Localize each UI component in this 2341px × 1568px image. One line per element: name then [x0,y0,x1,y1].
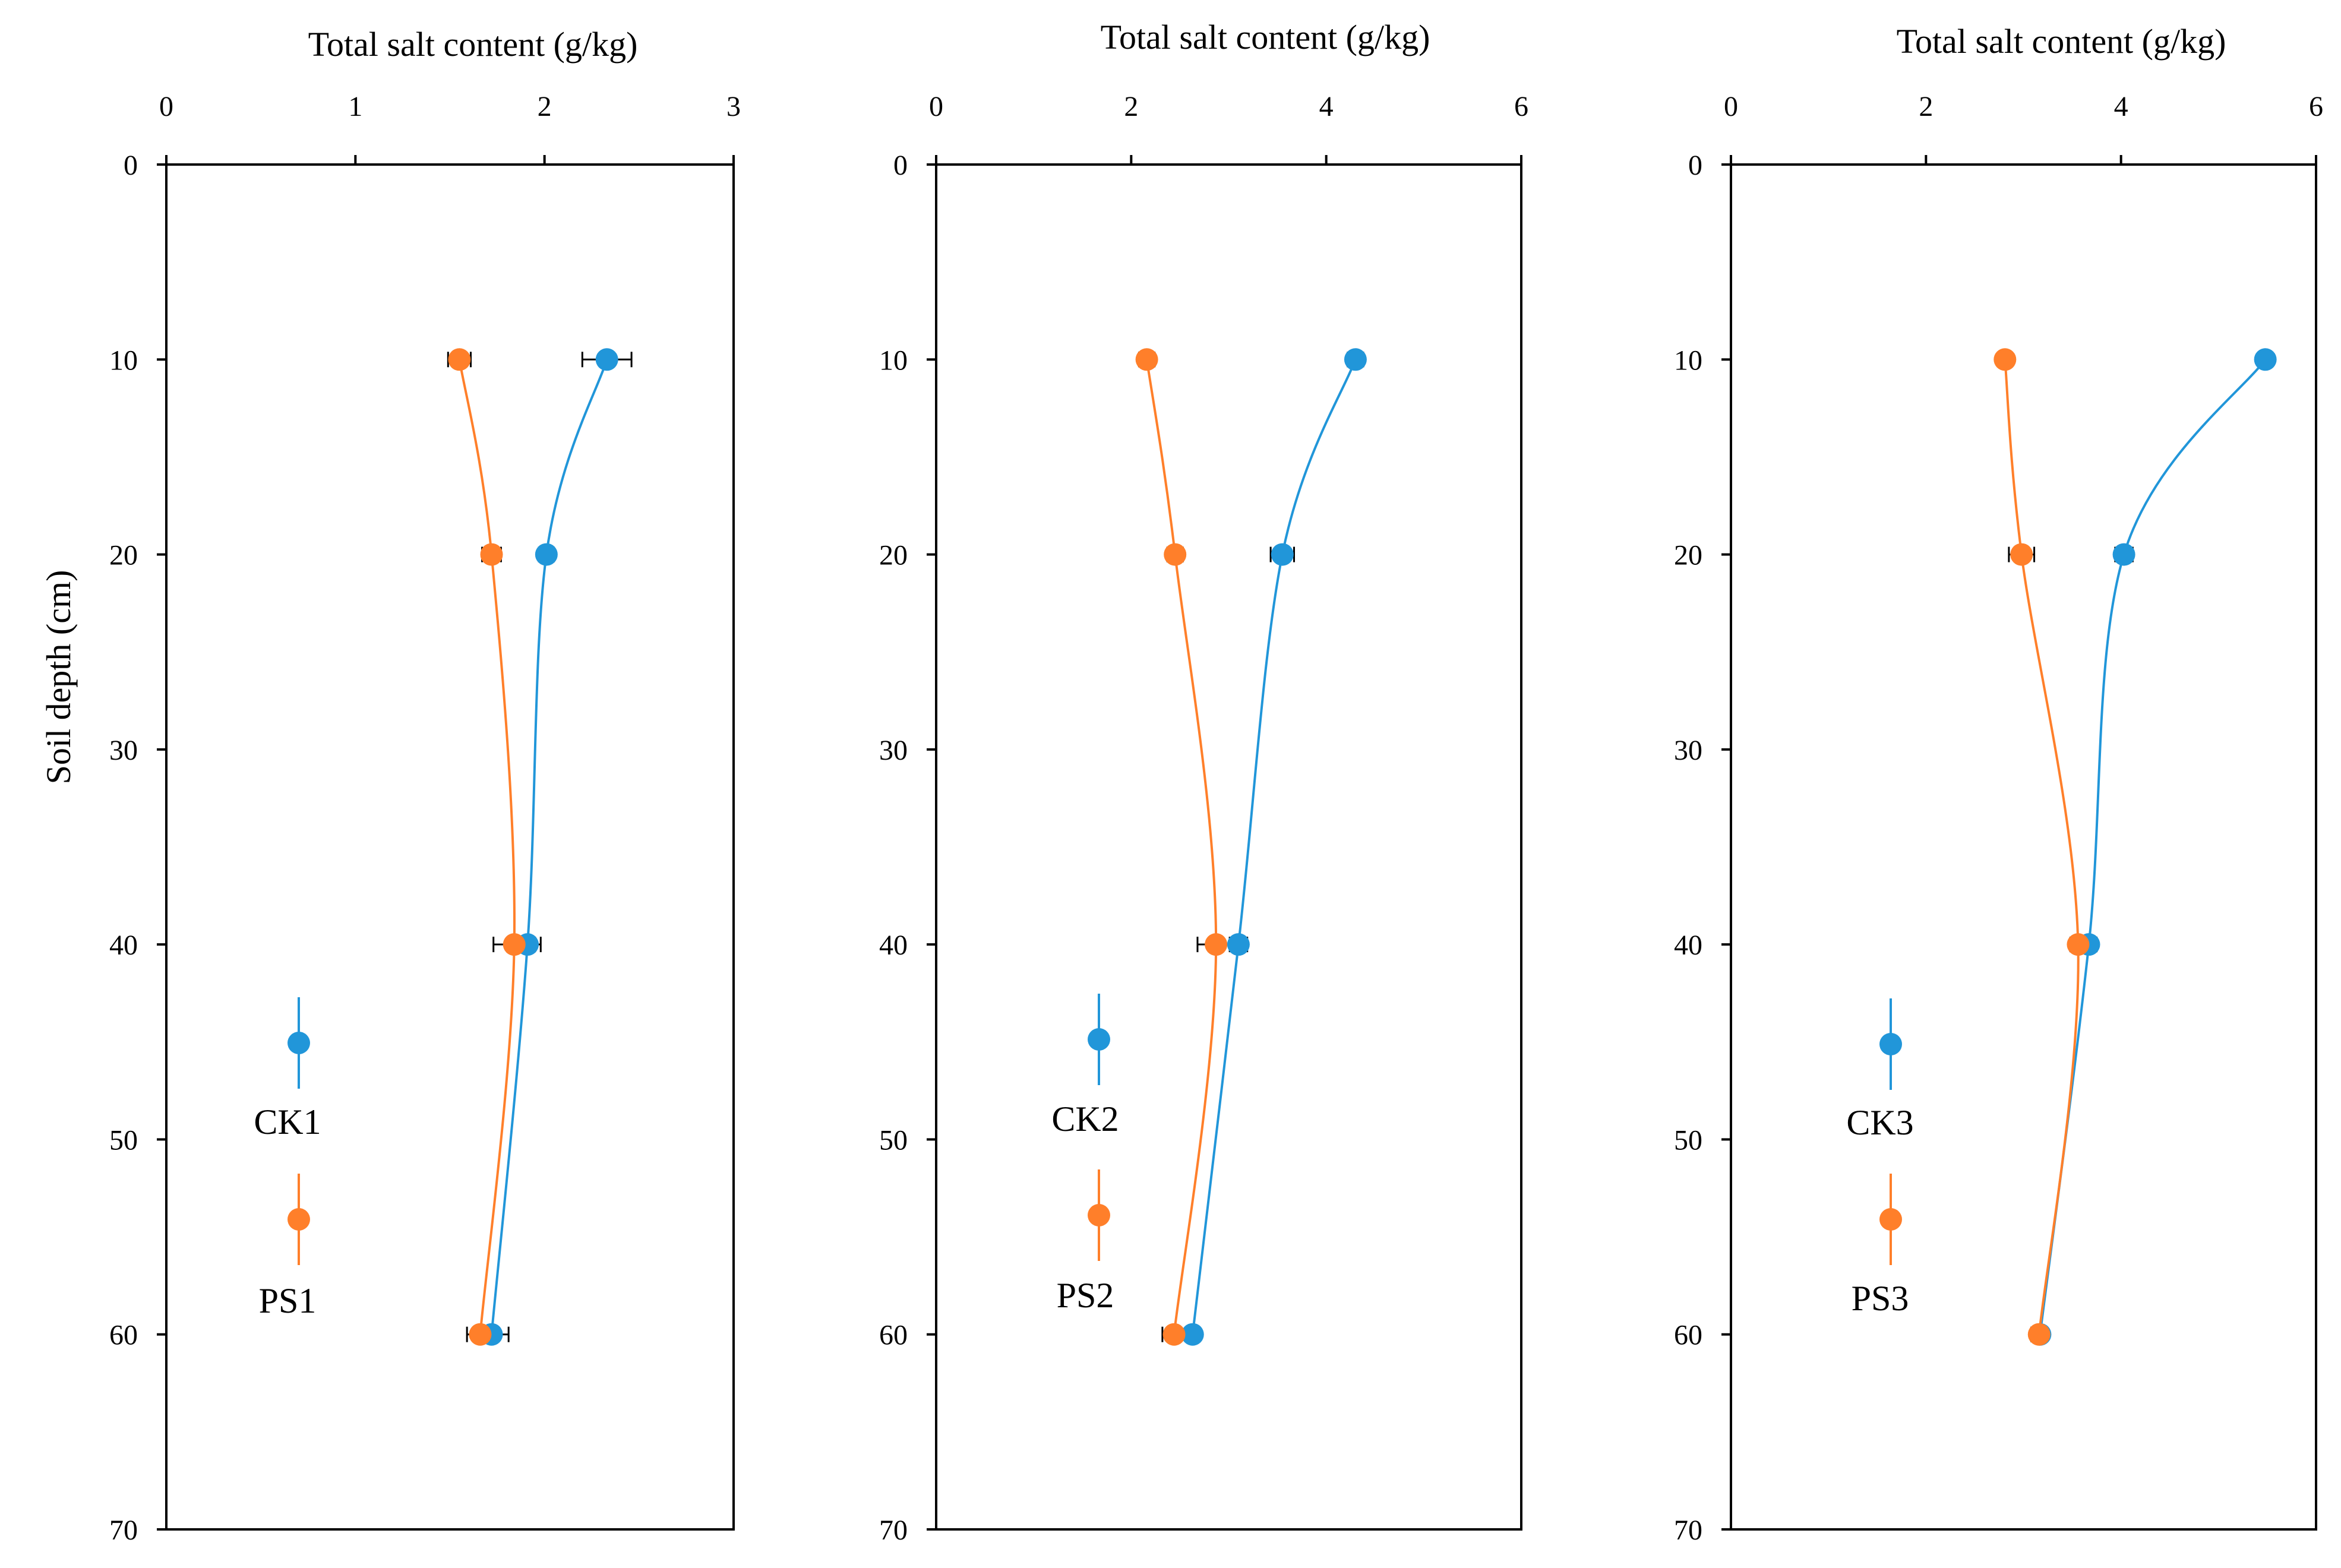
x-tick-label-3-0: 0 [1724,91,1738,122]
x-axis-title-3: Total salt content (g/kg) [1897,22,2226,61]
x-tick-label-2-1: 2 [1124,91,1138,122]
panel-3: Total salt content (g/kg) 0 2 4 6 0 10 20 30 40… [1674,22,2323,1546]
legend-ck1-marker [288,1032,310,1054]
y-tick-label-1-5: 50 [109,1124,138,1156]
legend-ck2-marker [1088,1028,1110,1051]
x-ticks-3: 0 2 4 6 [1724,91,2323,165]
point-ps1-10 [448,348,471,371]
x-tick-label-1-2: 2 [538,91,552,122]
point-ps3-40 [2067,933,2090,956]
y-ticks-1: 0 10 20 30 40 50 60 70 [109,150,166,1546]
x-tick-label-3-3: 6 [2309,91,2323,122]
series-line-ps1 [458,359,516,1335]
x-tick-label-1-3: 3 [726,91,741,122]
y-tick-label-2-7: 70 [879,1515,908,1546]
x-tick-label-2-0: 0 [929,91,943,122]
plot-frame-1 [165,163,735,1531]
legend-ps1-label: PS1 [259,1281,317,1320]
y-ticks-3: 0 10 20 30 40 50 60 70 [1674,150,1731,1546]
x-tick-label-1-1: 1 [348,91,362,122]
point-ps2-10 [1135,348,1158,371]
series-line-ps3 [2004,359,2080,1335]
legend-ck3-marker [1879,1033,1902,1055]
x-ticks-1: 0 1 2 3 [159,91,741,165]
point-ck1-10 [595,348,618,371]
point-ps3-60 [2027,1323,2051,1346]
y-tick-label-3-1: 10 [1674,344,1702,376]
x-axis-title-2: Total salt content (g/kg) [1101,18,1430,56]
x-axis-title-1: Total salt content (g/kg) [308,25,638,64]
panel-2: Total salt content (g/kg) 0 2 4 6 0 10 20 30 40… [879,18,1528,1546]
y-tick-label-3-6: 60 [1674,1320,1702,1351]
legend-ck2-label: CK2 [1051,1099,1119,1139]
point-ck2-60 [1181,1323,1204,1346]
legend-3: CK3 PS3 [1846,998,1914,1318]
point-ck2-10 [1344,348,1367,371]
y-tick-label-1-0: 0 [124,150,138,181]
legend-ck1-label: CK1 [254,1102,321,1142]
x-tick-label-2-2: 4 [1319,91,1334,122]
plot-frame-2 [935,163,1522,1531]
y-tick-label-3-3: 30 [1674,735,1702,766]
x-tick-label-3-2: 4 [2114,91,2128,122]
y-tick-label-3-7: 70 [1674,1515,1702,1546]
y-tick-label-1-3: 30 [109,735,138,766]
y-tick-label-2-5: 50 [879,1124,908,1156]
point-ck3-20 [2112,543,2135,566]
point-ck2-20 [1271,543,1294,566]
legend-ps3-label: PS3 [1852,1279,1909,1318]
point-ps3-20 [2010,543,2033,566]
point-ck1-20 [535,543,558,566]
series-line-ck3 [2039,359,2267,1335]
series-1 [447,348,633,1346]
point-ps1-60 [469,1323,492,1346]
point-ps1-40 [503,933,526,956]
legend-1: CK1 PS1 [254,997,321,1320]
point-ps1-20 [480,543,503,566]
y-tick-label-3-5: 50 [1674,1124,1702,1156]
series-line-ck1 [490,359,608,1335]
point-ps3-10 [1994,348,2017,371]
legend-2: CK2 PS2 [1051,994,1119,1315]
x-tick-label-2-3: 6 [1514,91,1528,122]
legend-ps1-marker [288,1208,310,1231]
x-tick-label-1-0: 0 [159,91,173,122]
legend-ps2-label: PS2 [1057,1276,1114,1315]
y-tick-label-3-2: 20 [1674,540,1702,571]
y-tick-label-2-0: 0 [893,150,908,181]
x-ticks-2: 0 2 4 6 [929,91,1528,165]
legend-ck3-label: CK3 [1846,1103,1913,1142]
y-tick-label-1-6: 60 [109,1320,138,1351]
y-tick-label-2-6: 60 [879,1320,908,1351]
y-tick-label-1-2: 20 [109,540,138,571]
series-3 [1994,348,2277,1346]
y-axis-title: Soil depth (cm) [39,570,78,785]
point-ck2-40 [1227,933,1250,956]
y-tick-label-3-0: 0 [1688,150,1702,181]
y-tick-label-1-4: 40 [109,930,138,961]
y-ticks-2: 0 10 20 30 40 50 60 70 [879,150,936,1546]
point-ck3-10 [2254,348,2277,371]
series-line-ps2 [1145,359,1218,1335]
point-ps2-20 [1164,543,1187,566]
legend-ps3-marker [1879,1208,1902,1231]
y-tick-label-3-4: 40 [1674,930,1702,961]
point-ps2-40 [1205,933,1228,956]
y-tick-label-2-2: 20 [879,540,908,571]
y-tick-label-1-1: 10 [109,344,138,376]
panel-1: Total salt content (g/kg) 0 1 2 3 0 10 20 30 40… [109,25,741,1546]
series-2 [1135,348,1367,1346]
y-tick-label-2-3: 30 [879,735,908,766]
y-tick-label-2-4: 40 [879,930,908,961]
series-line-ck2 [1191,359,1357,1335]
y-tick-label-2-1: 10 [879,344,908,376]
x-tick-label-3-1: 2 [1919,91,1933,122]
plot-frame-3 [1730,163,2317,1531]
point-ps2-60 [1162,1323,1186,1346]
legend-ps2-marker [1088,1204,1110,1226]
y-tick-label-1-7: 70 [109,1515,138,1546]
